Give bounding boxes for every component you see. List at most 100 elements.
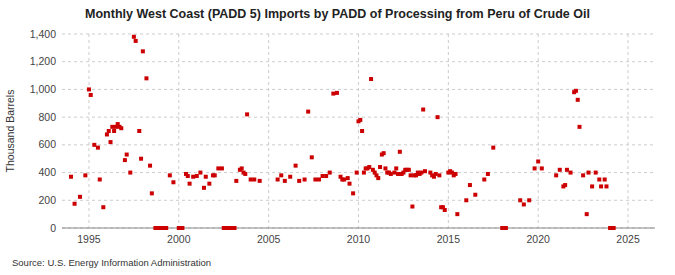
x-tick-label: 1995	[77, 233, 101, 245]
x-tick-label: 2010	[347, 233, 371, 245]
point	[168, 173, 172, 177]
point	[249, 178, 253, 182]
y-tick-label: 0	[50, 222, 56, 234]
point	[216, 166, 220, 170]
point	[536, 159, 540, 163]
point	[436, 115, 440, 119]
point	[220, 166, 224, 170]
point	[112, 129, 116, 133]
point	[468, 183, 472, 187]
point	[518, 198, 522, 202]
x-grid-line	[448, 34, 449, 228]
x-tick-label: 2015	[437, 233, 461, 245]
y-tick-label: 400	[38, 166, 56, 178]
chart-container: Monthly West Coast (PADD 5) Imports by P…	[0, 0, 675, 275]
point	[565, 168, 569, 172]
point	[83, 173, 87, 177]
point	[191, 175, 195, 179]
point	[335, 91, 339, 95]
point	[198, 171, 202, 175]
point	[258, 179, 262, 183]
point	[96, 146, 100, 150]
point	[164, 226, 168, 230]
point	[342, 178, 346, 182]
point	[134, 39, 138, 43]
point	[608, 226, 612, 230]
point	[389, 172, 393, 176]
points	[69, 35, 616, 230]
point	[491, 146, 495, 150]
point	[409, 173, 413, 177]
x-grid-line	[358, 34, 359, 228]
point	[398, 150, 402, 154]
point	[482, 178, 486, 182]
point	[92, 143, 96, 147]
point	[486, 172, 490, 176]
point	[101, 205, 105, 209]
title: Monthly West Coast (PADD 5) Imports by P…	[85, 7, 590, 21]
point	[213, 173, 217, 177]
point	[202, 186, 206, 190]
point	[527, 198, 531, 202]
point	[321, 174, 325, 178]
point	[279, 173, 283, 177]
point	[204, 175, 208, 179]
point	[382, 151, 386, 155]
point	[243, 172, 247, 176]
point	[540, 166, 544, 170]
x-grid-line	[538, 34, 539, 228]
y-grid-line	[62, 228, 655, 229]
y-tick-label: 600	[38, 138, 56, 150]
point	[288, 175, 292, 179]
point	[576, 98, 580, 102]
point	[594, 171, 598, 175]
point	[297, 179, 301, 183]
point	[434, 172, 438, 176]
x-grid-line	[178, 34, 179, 228]
point	[132, 35, 136, 39]
point	[346, 176, 350, 180]
point	[123, 158, 127, 162]
y-tick-label: 800	[38, 111, 56, 123]
point	[276, 178, 280, 182]
point	[581, 173, 585, 177]
point	[69, 175, 73, 179]
point	[98, 178, 102, 182]
point	[443, 208, 447, 212]
point	[473, 193, 477, 197]
point	[369, 77, 373, 81]
point	[303, 178, 307, 182]
point	[150, 191, 154, 195]
point	[376, 176, 380, 180]
point	[141, 49, 145, 53]
point	[585, 212, 589, 216]
y-axis-label: Thousand Barrels	[4, 90, 16, 173]
point	[110, 125, 114, 129]
y-tick-label: 1,400	[30, 28, 56, 40]
point	[195, 174, 199, 178]
point	[252, 178, 256, 182]
point	[392, 171, 396, 175]
x-tick-label: 2025	[616, 233, 640, 245]
point	[109, 140, 113, 144]
point	[331, 92, 335, 96]
y-grid-line	[62, 61, 655, 62]
x-tick-label: 2000	[167, 233, 191, 245]
point	[207, 182, 211, 186]
point	[604, 184, 608, 188]
point	[89, 93, 93, 97]
point	[351, 191, 355, 195]
point	[394, 166, 398, 170]
point	[358, 118, 362, 122]
point	[455, 212, 459, 216]
x-grid-line	[628, 34, 629, 228]
point	[423, 169, 427, 173]
point	[283, 179, 287, 183]
point	[245, 112, 249, 116]
point	[410, 205, 414, 209]
point	[240, 166, 244, 170]
point	[139, 157, 143, 161]
point	[500, 226, 504, 230]
point	[78, 195, 82, 199]
point	[437, 173, 441, 177]
